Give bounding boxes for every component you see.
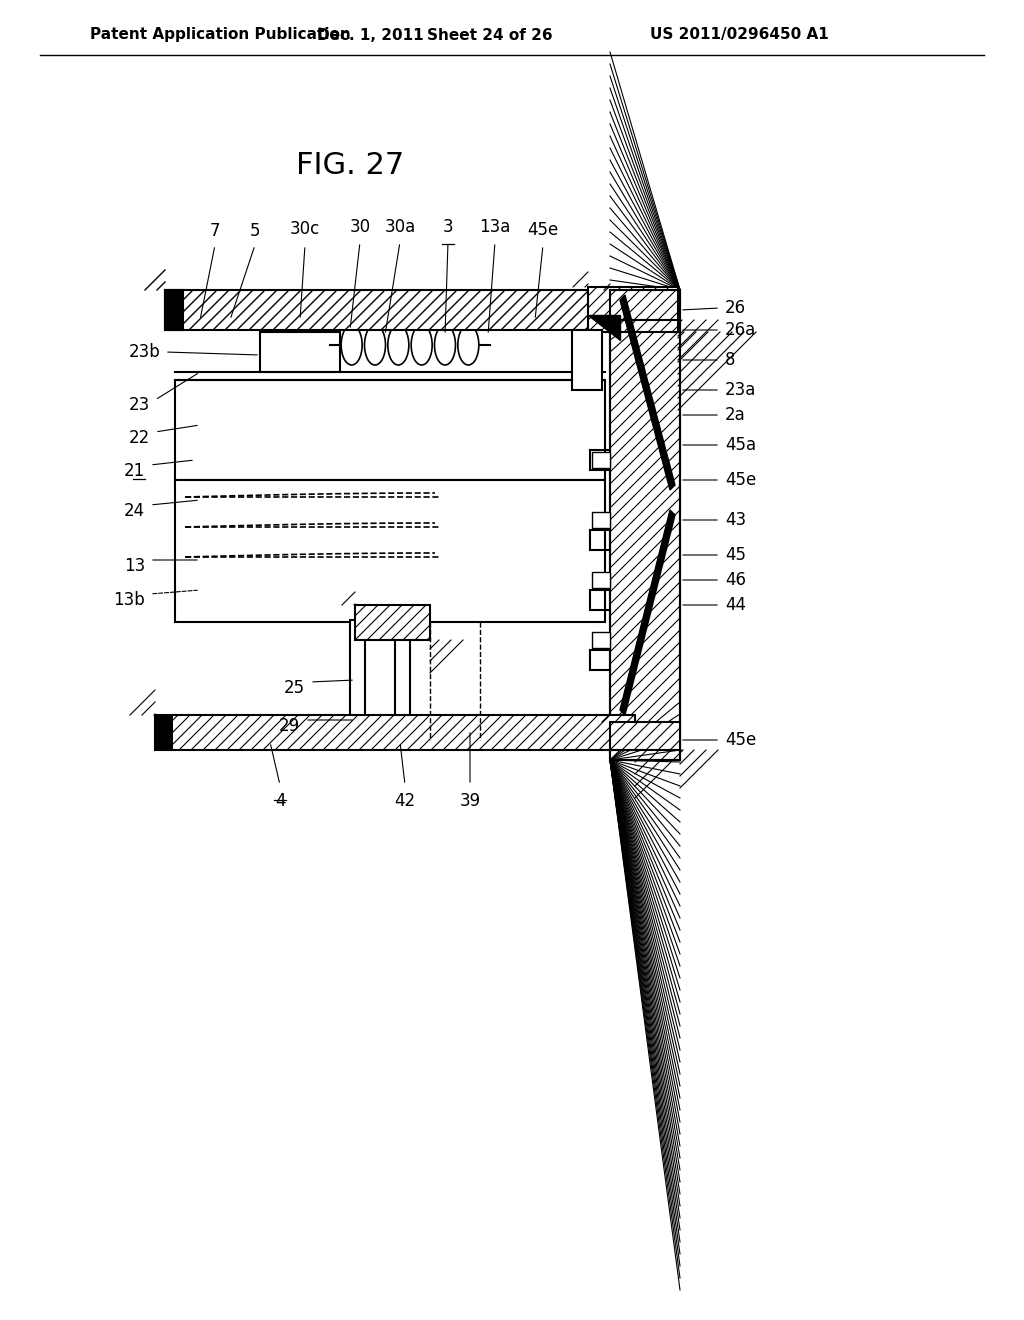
Text: 23a: 23a [725,381,757,399]
Text: 4: 4 [274,792,286,810]
Bar [592,632,610,648]
Text: 45e: 45e [725,731,757,748]
Polygon shape [588,315,620,341]
Text: 42: 42 [394,792,416,810]
Text: 23b: 23b [128,343,160,360]
Bar [155,715,173,750]
Bar [175,480,605,622]
Text: 30: 30 [349,218,371,236]
Text: 45e: 45e [527,220,559,239]
Text: 39: 39 [460,792,480,810]
Text: 30a: 30a [384,218,416,236]
Polygon shape [620,510,675,715]
Text: 44: 44 [725,597,746,614]
Text: 2a: 2a [725,407,745,424]
Bar [592,572,610,587]
Text: 21: 21 [124,462,145,480]
Bar [165,290,610,330]
Text: 13: 13 [124,557,145,576]
Bar [572,330,602,389]
Text: 22: 22 [129,429,150,447]
Text: 7: 7 [210,222,220,240]
Text: 13b: 13b [114,591,145,609]
Text: Patent Application Publication: Patent Application Publication [90,28,351,42]
Text: 25: 25 [284,678,305,697]
Text: Sheet 24 of 26: Sheet 24 of 26 [427,28,553,42]
Bar [610,290,680,760]
Text: 24: 24 [124,502,145,520]
Bar [355,605,430,640]
Text: 45a: 45a [725,436,756,454]
Text: 13a: 13a [479,218,511,236]
Text: 46: 46 [725,572,746,589]
Text: 45: 45 [725,546,746,564]
Text: 26a: 26a [725,321,757,339]
Text: 26: 26 [725,300,746,317]
Text: FIG. 27: FIG. 27 [296,150,404,180]
Bar [592,451,610,469]
Polygon shape [620,294,675,490]
Text: 45e: 45e [725,471,757,488]
Bar [260,333,340,372]
Bar [610,722,680,750]
Bar [350,620,410,741]
Bar [155,715,635,750]
Bar [610,290,678,319]
Text: 8: 8 [725,351,735,370]
Bar [588,286,678,333]
Text: 3: 3 [442,218,454,236]
Bar [175,380,605,480]
Text: 29: 29 [279,717,300,735]
Text: 43: 43 [725,511,746,529]
Bar [610,290,680,760]
Text: 30c: 30c [290,220,321,238]
Bar [592,512,610,528]
Text: Dec. 1, 2011: Dec. 1, 2011 [316,28,423,42]
Text: 23: 23 [129,396,150,414]
Text: US 2011/0296450 A1: US 2011/0296450 A1 [650,28,828,42]
Bar [165,290,183,330]
Text: 5: 5 [250,222,260,240]
